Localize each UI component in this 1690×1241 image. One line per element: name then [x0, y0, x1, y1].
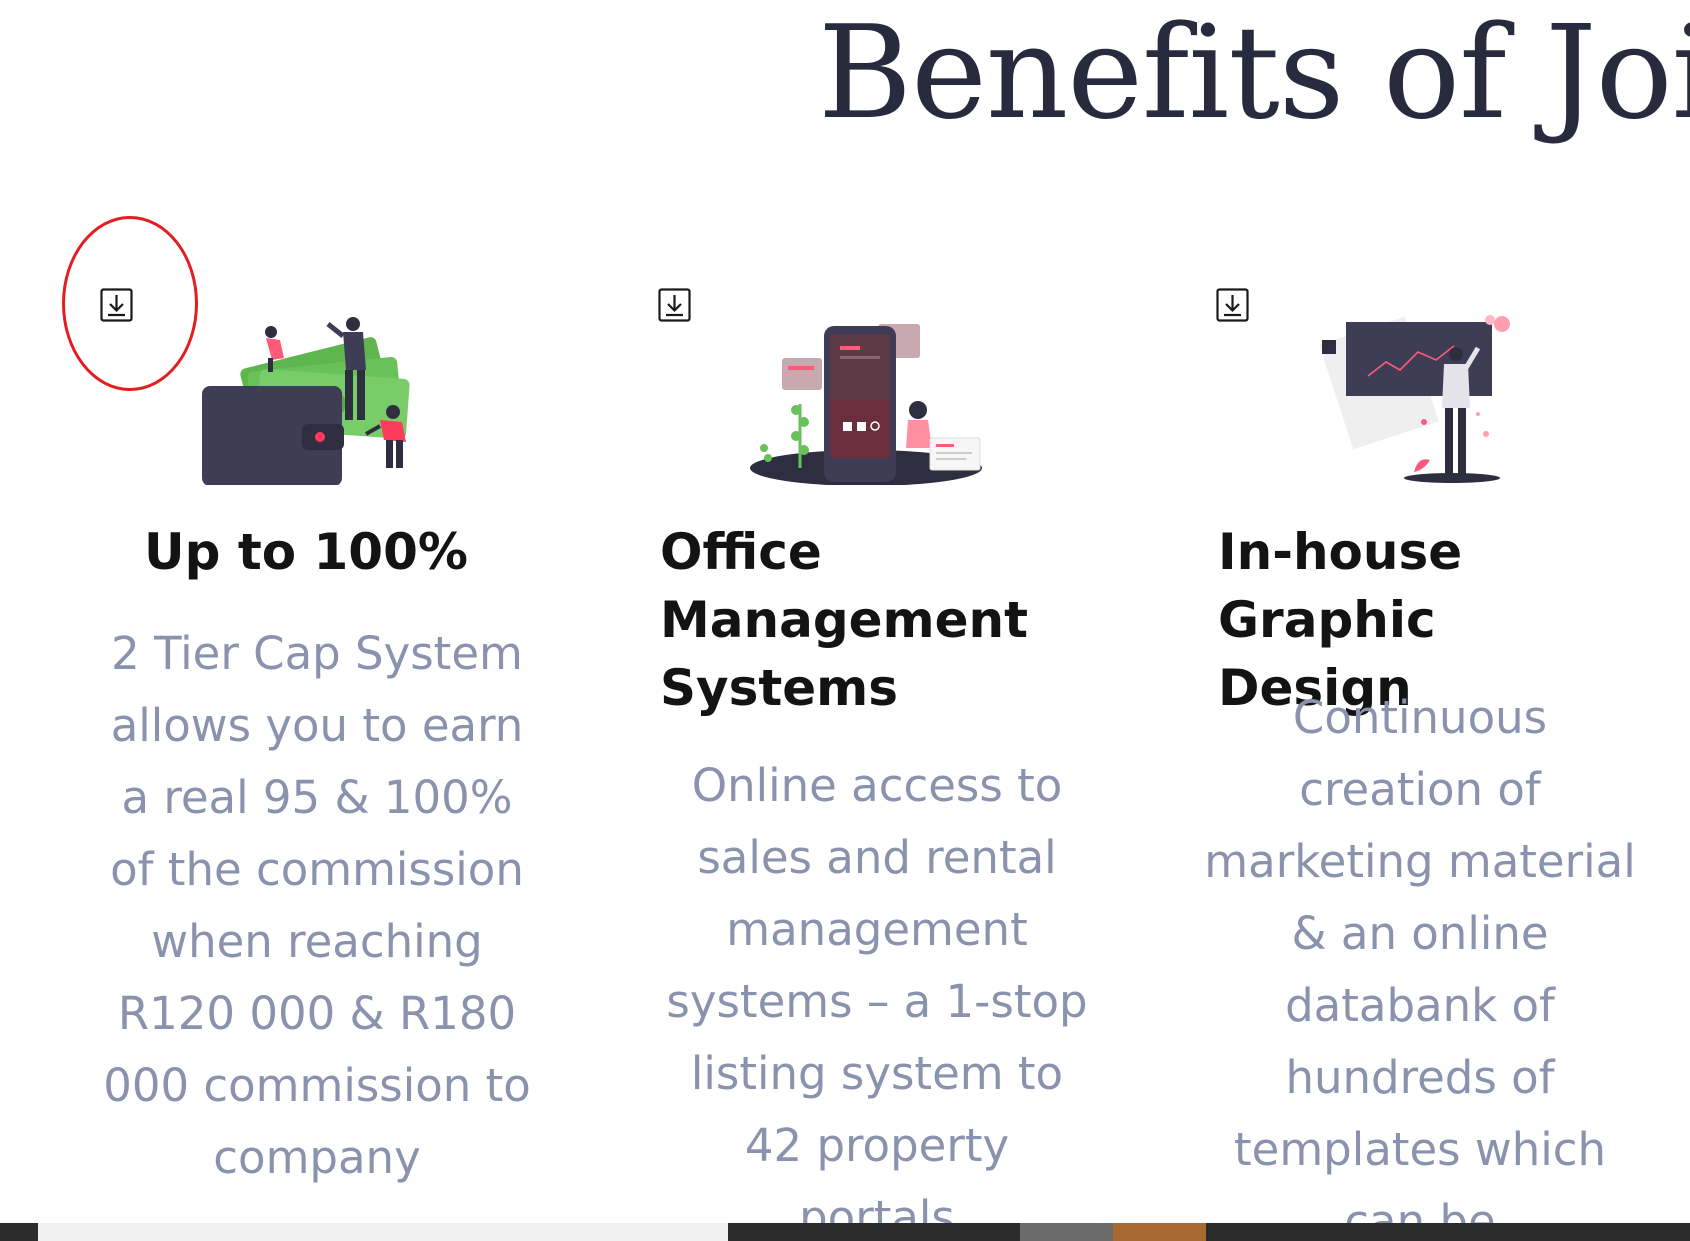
card-title: Office Management Systems — [660, 523, 1029, 717]
download-icon[interactable] — [1216, 288, 1249, 322]
wallet-money-illustration — [202, 317, 410, 485]
bottom-bar-segment — [728, 1223, 1020, 1241]
card-title: Up to 100% — [144, 523, 468, 581]
page-title: Benefits of Join — [818, 0, 1690, 148]
bottom-bar-segment — [38, 1223, 728, 1241]
phone-social-illustration — [750, 324, 982, 485]
bottom-bar-segment — [1206, 1223, 1690, 1241]
card-description: Online access to sales and rental manage… — [666, 759, 1088, 1241]
card-description: 2 Tier Cap System allows you to earn a r… — [103, 627, 531, 1184]
download-icon[interactable] — [658, 288, 691, 322]
bottom-bar-segment — [1020, 1223, 1113, 1241]
presentation-board-illustration — [1319, 315, 1510, 483]
card-title: In-house Graphic Design — [1218, 523, 1463, 717]
bottom-bar — [0, 1223, 1690, 1241]
bottom-bar-segment — [0, 1223, 38, 1241]
card-description: Continuous creation of marketing materia… — [1204, 691, 1636, 1241]
annotation-highlight-circle — [62, 216, 198, 391]
bottom-bar-segment — [1113, 1223, 1206, 1241]
